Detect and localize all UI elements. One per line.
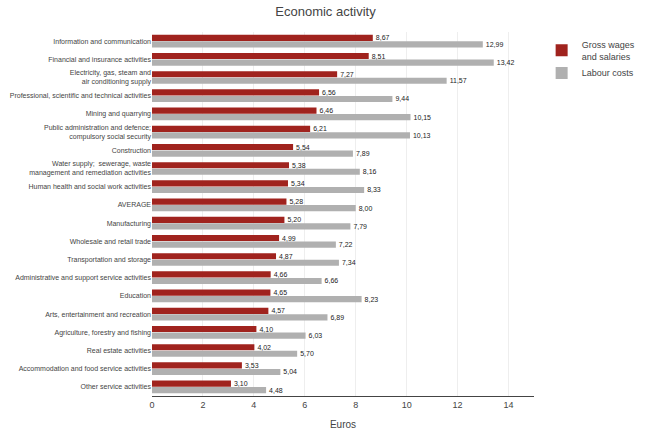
svg-text:6,56: 6,56 [322,89,336,96]
svg-text:12: 12 [453,400,463,410]
svg-text:Transportation and storage: Transportation and storage [67,256,151,264]
svg-text:Accommodation and food service: Accommodation and food service activitie… [19,365,152,372]
svg-text:4,65: 4,65 [273,289,287,296]
svg-text:6,46: 6,46 [320,107,334,114]
svg-text:Gross wagesand salaries: Gross wagesand salaries [582,40,635,62]
svg-text:6,21: 6,21 [313,125,327,132]
svg-text:3,53: 3,53 [245,362,259,369]
svg-text:4,10: 4,10 [259,326,273,333]
svg-text:4,48: 4,48 [269,387,283,394]
svg-text:Education: Education [120,292,151,299]
svg-text:Professional, scientific and t: Professional, scientific and technical a… [10,92,152,99]
svg-text:Electricity, gas, steam andair: Electricity, gas, steam andair condition… [70,69,152,86]
svg-text:Euros: Euros [330,419,356,430]
svg-text:Real estate activities: Real estate activities [87,347,152,354]
svg-text:6,03: 6,03 [309,332,323,339]
svg-text:8,67: 8,67 [376,34,390,41]
svg-text:Water supply; sewerage, waste: Water supply; sewerage, wastemanagement … [29,160,151,177]
svg-text:Information and communication: Information and communication [53,38,151,45]
svg-text:Labour costs: Labour costs [582,68,634,78]
svg-text:3,10: 3,10 [234,380,248,387]
svg-text:9,44: 9,44 [395,95,409,102]
svg-text:Construction: Construction [112,147,151,154]
svg-text:Public administration and defe: Public administration and defence;compul… [44,124,152,141]
svg-text:5,34: 5,34 [291,180,305,187]
svg-text:10,13: 10,13 [413,132,431,139]
svg-text:Administrative and support ser: Administrative and support service activ… [15,274,151,282]
svg-text:Economic activity: Economic activity [275,4,376,19]
svg-text:Wholesale and retail trade: Wholesale and retail trade [70,238,151,245]
svg-text:4,02: 4,02 [257,344,271,351]
svg-text:10,15: 10,15 [413,114,431,121]
svg-text:8,33: 8,33 [367,186,381,193]
svg-text:5,04: 5,04 [283,368,297,375]
svg-text:8,51: 8,51 [372,53,386,60]
svg-text:4,66: 4,66 [274,271,288,278]
svg-text:8: 8 [353,400,358,410]
svg-text:2: 2 [200,400,205,410]
svg-text:0: 0 [149,400,154,410]
svg-text:6,89: 6,89 [330,314,344,321]
svg-text:8,16: 8,16 [363,168,377,175]
svg-text:5,38: 5,38 [292,162,306,169]
svg-text:7,22: 7,22 [339,241,353,248]
svg-text:13,42: 13,42 [497,59,515,66]
svg-text:Manufacturing: Manufacturing [107,220,151,228]
svg-text:8,23: 8,23 [365,296,379,303]
svg-text:Mining and quarrying: Mining and quarrying [86,110,151,118]
svg-text:14: 14 [504,400,514,410]
svg-text:7,79: 7,79 [353,223,367,230]
svg-text:5,70: 5,70 [300,350,314,357]
svg-text:6,66: 6,66 [325,277,339,284]
svg-text:5,28: 5,28 [289,198,303,205]
svg-text:12,99: 12,99 [486,41,504,48]
svg-text:7,27: 7,27 [340,71,354,78]
svg-text:6: 6 [302,400,307,410]
svg-text:Financial and insurance activi: Financial and insurance activities [48,56,151,63]
svg-text:Other service activities: Other service activities [81,383,152,390]
svg-text:7,89: 7,89 [356,150,370,157]
svg-text:4,57: 4,57 [271,307,285,314]
svg-text:11,57: 11,57 [450,77,467,84]
svg-text:Human health and social work a: Human health and social work activities [28,183,151,190]
svg-text:5,54: 5,54 [296,144,310,151]
svg-text:10: 10 [402,400,412,410]
svg-text:7,34: 7,34 [342,259,356,266]
svg-text:AVERAGE: AVERAGE [118,201,152,208]
svg-text:4,99: 4,99 [282,235,296,242]
svg-text:4,87: 4,87 [279,253,293,260]
svg-text:8,00: 8,00 [359,205,373,212]
svg-text:Agriculture, forestry and fish: Agriculture, forestry and fishing [55,329,152,337]
svg-text:4: 4 [251,400,256,410]
svg-text:Arts, entertainment and recrea: Arts, entertainment and recreation [45,311,151,318]
svg-text:5,20: 5,20 [287,216,301,223]
